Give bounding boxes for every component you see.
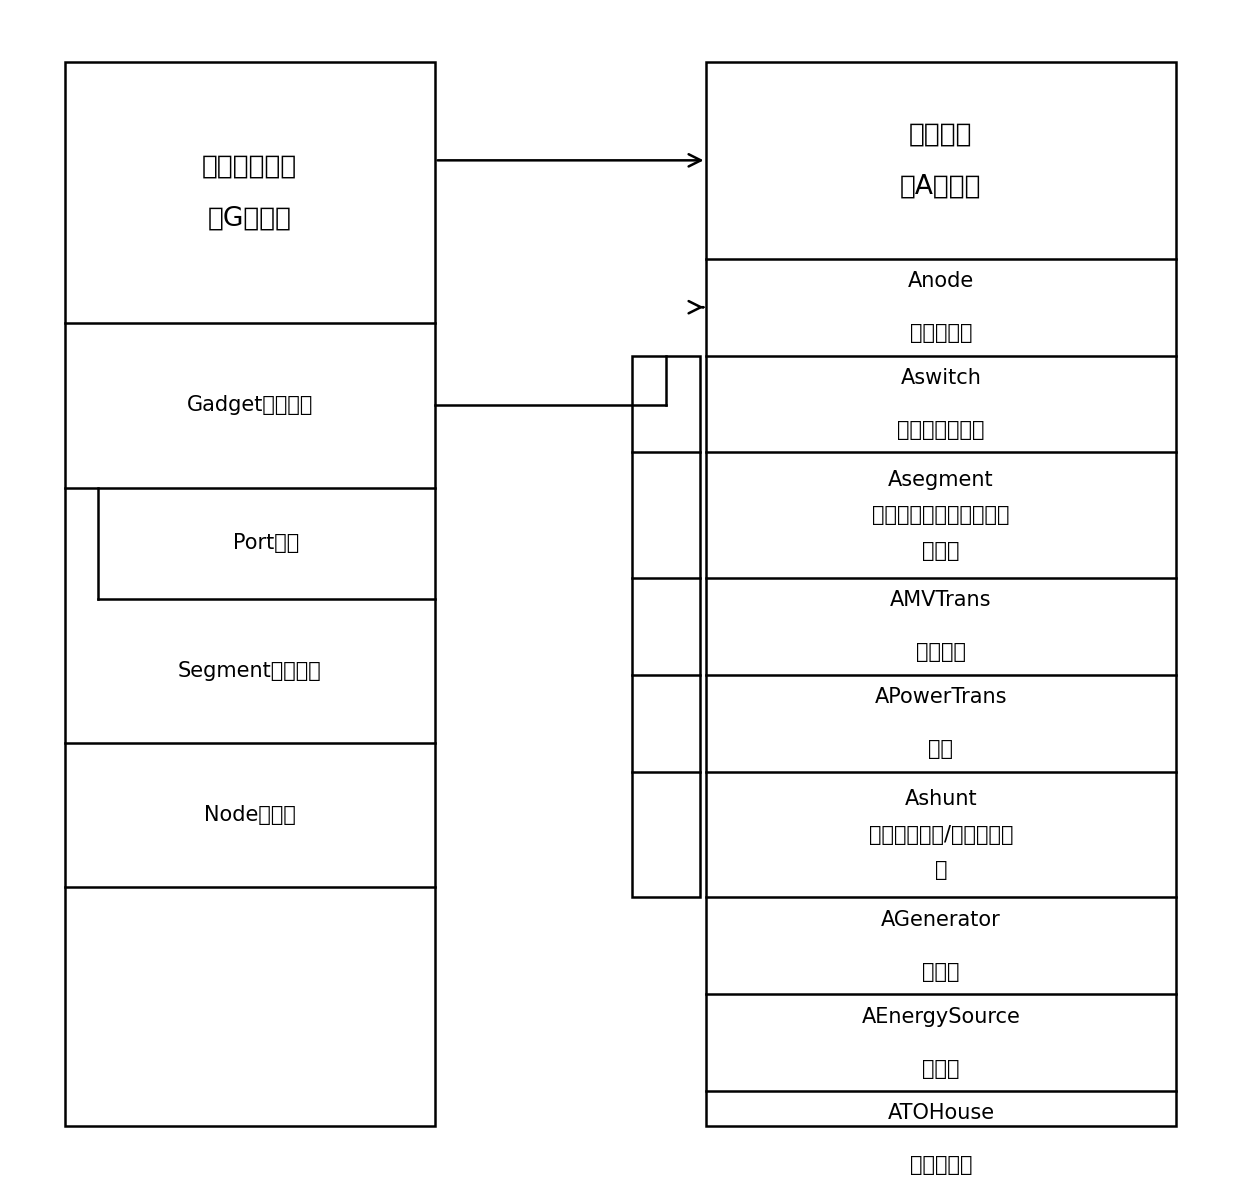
Text: （A对象）: （A对象） bbox=[900, 173, 982, 200]
Bar bbox=[632, 355, 701, 897]
Text: 并联的电容器/电抗器类设: 并联的电容器/电抗器类设 bbox=[869, 824, 1013, 845]
Text: Port端子: Port端子 bbox=[233, 533, 299, 554]
Text: ATOHouse: ATOHouse bbox=[888, 1104, 994, 1124]
Text: 开关刀闸类设备: 开关刀闸类设备 bbox=[898, 421, 985, 440]
Text: 分析对象: 分析对象 bbox=[909, 121, 972, 147]
Text: Gadget点状设备: Gadget点状设备 bbox=[186, 396, 312, 415]
Text: APowerTrans: APowerTrans bbox=[874, 688, 1007, 707]
Text: Asegment: Asegment bbox=[888, 469, 993, 489]
Text: 电源点: 电源点 bbox=[923, 1059, 960, 1079]
Text: 配变设备: 配变设备 bbox=[916, 643, 966, 663]
Text: 架空、电缆、电抗器等阻: 架空、电缆、电抗器等阻 bbox=[872, 505, 1009, 525]
Text: Segment线状设备: Segment线状设备 bbox=[177, 662, 321, 681]
Text: 发电机: 发电机 bbox=[923, 962, 960, 981]
Text: 备: 备 bbox=[935, 860, 947, 880]
Bar bbox=[707, 62, 1176, 1126]
Text: 抗设备: 抗设备 bbox=[923, 541, 960, 561]
Text: Node拓扑点: Node拓扑点 bbox=[203, 804, 295, 824]
Text: AEnergySource: AEnergySource bbox=[862, 1006, 1021, 1026]
Text: 主变: 主变 bbox=[929, 739, 954, 759]
Text: 地理信息对象: 地理信息对象 bbox=[202, 153, 298, 179]
Text: 低压落火点: 低压落火点 bbox=[910, 1156, 972, 1175]
Text: Aswitch: Aswitch bbox=[900, 368, 981, 388]
Text: （G对象）: （G对象） bbox=[207, 206, 291, 232]
Text: 拓扑连接点: 拓扑连接点 bbox=[910, 323, 972, 343]
Text: Ashunt: Ashunt bbox=[905, 789, 977, 809]
Text: AGenerator: AGenerator bbox=[882, 910, 1001, 930]
Text: Anode: Anode bbox=[908, 271, 975, 291]
Text: AMVTrans: AMVTrans bbox=[890, 590, 992, 611]
Bar bbox=[64, 62, 435, 1126]
